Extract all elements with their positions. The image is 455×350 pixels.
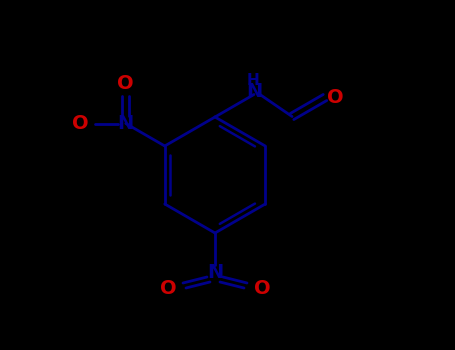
Text: O: O [72,114,89,133]
Text: O: O [254,280,270,299]
Text: N: N [246,82,262,101]
Text: O: O [327,88,344,107]
Text: N: N [118,114,134,133]
Text: N: N [207,264,223,282]
Text: O: O [160,280,177,299]
Text: H: H [247,73,259,88]
Text: O: O [117,74,134,93]
